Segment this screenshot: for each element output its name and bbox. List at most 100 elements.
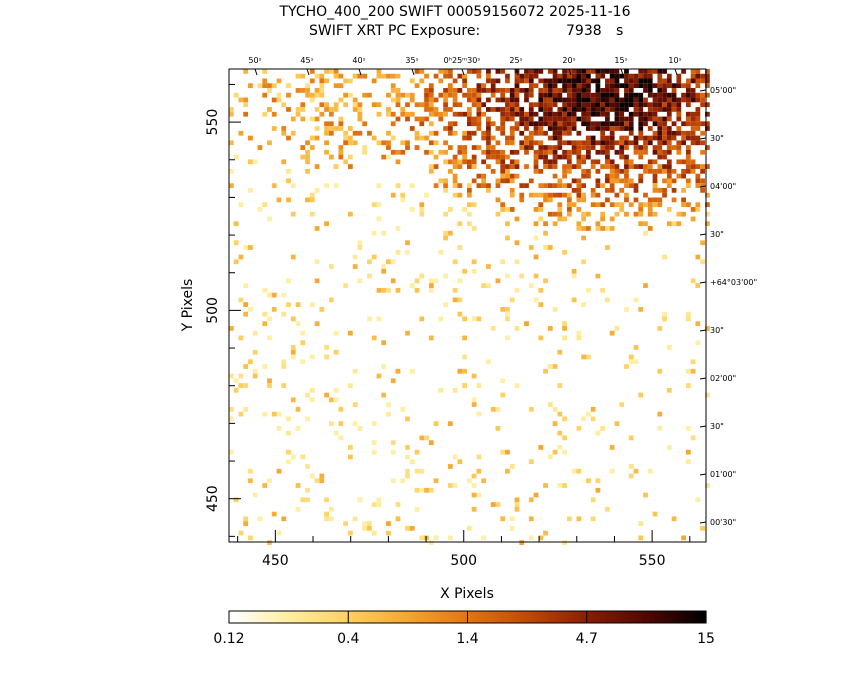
heatmap-cell [505,221,510,227]
heatmap-cell [381,73,387,79]
heatmap-cell [595,78,601,84]
colorbar-segment [491,611,496,623]
heatmap-cell [248,468,253,474]
heatmap-cell [595,126,601,131]
heatmap-cell [647,135,653,141]
heatmap-cell [514,506,520,512]
heatmap-cell [590,159,596,165]
heatmap-cell [557,349,563,355]
heatmap-cell [509,135,515,141]
heatmap-cell [562,130,567,136]
heatmap-cell [229,326,234,331]
y-tick-label: 550 [205,109,221,136]
heatmap-cell [590,135,596,141]
heatmap-cell [252,159,258,165]
heatmap-cell [262,78,268,84]
heatmap-cell [609,107,615,112]
heatmap-cell [467,211,472,217]
colorbar-segment [248,611,254,623]
heatmap-cell [276,92,282,98]
heatmap-cell [609,97,615,103]
colorbar-segment [654,611,659,623]
heatmap-cell [624,102,629,108]
heatmap-cell [552,92,558,98]
heatmap-cell [229,406,234,412]
heatmap-cell [362,73,368,79]
heatmap-cell [357,73,363,79]
heatmap-cell [538,145,544,150]
heatmap-cell [566,164,572,169]
heatmap-cell [314,73,320,79]
heatmap-cell [662,311,667,317]
dec-tick [699,233,707,236]
heatmap-cell [638,145,644,150]
dec-tick [699,425,707,428]
heatmap-cell [328,111,334,117]
axis-ticks [229,68,707,542]
ra-tick-label: 40ˢ [352,56,365,65]
plot-frame [228,68,707,543]
heatmap-cell [562,183,567,188]
heatmap-cell [514,149,520,155]
heatmap-cell [486,283,491,288]
heatmap-cell [433,183,439,188]
heatmap-cell [471,69,477,74]
heatmap-cell [676,126,682,131]
heatmap-cell [543,197,548,203]
heatmap-cell [495,183,501,188]
heatmap-cell [533,154,539,160]
heatmap-cell [552,121,558,127]
heatmap-cell [252,330,258,336]
heatmap-cell [443,107,448,112]
heatmap-cell [609,140,615,146]
heatmap-cell [590,126,596,131]
heatmap-cell [324,140,329,146]
heatmap-cell [519,130,525,136]
heatmap-cell [390,449,396,455]
heatmap-cell [600,287,606,293]
heatmap-cell [562,449,567,455]
heatmap-cell [267,83,272,89]
heatmap-cell [695,107,701,112]
heatmap-cell [419,69,425,74]
heatmap-cell [590,92,596,98]
heatmap-cell [685,383,691,388]
heatmap-cell [676,97,682,103]
heatmap-cell [395,516,401,522]
heatmap-cell [438,387,444,393]
heatmap-cell [552,116,558,122]
heatmap-cell [481,178,487,184]
heatmap-cell [605,121,610,127]
heatmap-cell [638,69,644,74]
heatmap-cell [281,516,287,522]
heatmap-cell [571,140,577,146]
heatmap-cell [547,245,553,250]
heatmap-cell [509,111,515,117]
heatmap-cell [566,159,572,165]
heatmap-cell [666,168,672,174]
heatmap-cell [624,154,629,160]
heatmap-cell [243,111,249,117]
heatmap-cell [405,145,410,150]
heatmap-cell [405,525,410,531]
heatmap-cell [409,459,415,465]
heatmap-cell [500,154,506,160]
heatmap-cell [238,530,244,536]
heatmap-cell [395,97,401,103]
heatmap-cell [700,130,705,136]
heatmap-cell [471,164,477,169]
heatmap-cell [624,121,629,127]
colorbar-segment [244,611,250,623]
heatmap-cell [690,368,696,374]
heatmap-cell [581,183,586,188]
heatmap-cell [243,364,249,369]
heatmap-cell [652,183,658,188]
heatmap-cell [286,107,291,112]
heatmap-cell [433,130,439,136]
heatmap-cell [524,97,529,103]
heatmap-cell [286,416,291,422]
colorbar-segment [435,611,441,623]
heatmap-cell [562,335,567,341]
heatmap-cell [371,254,377,260]
heatmap-cell [514,102,520,108]
